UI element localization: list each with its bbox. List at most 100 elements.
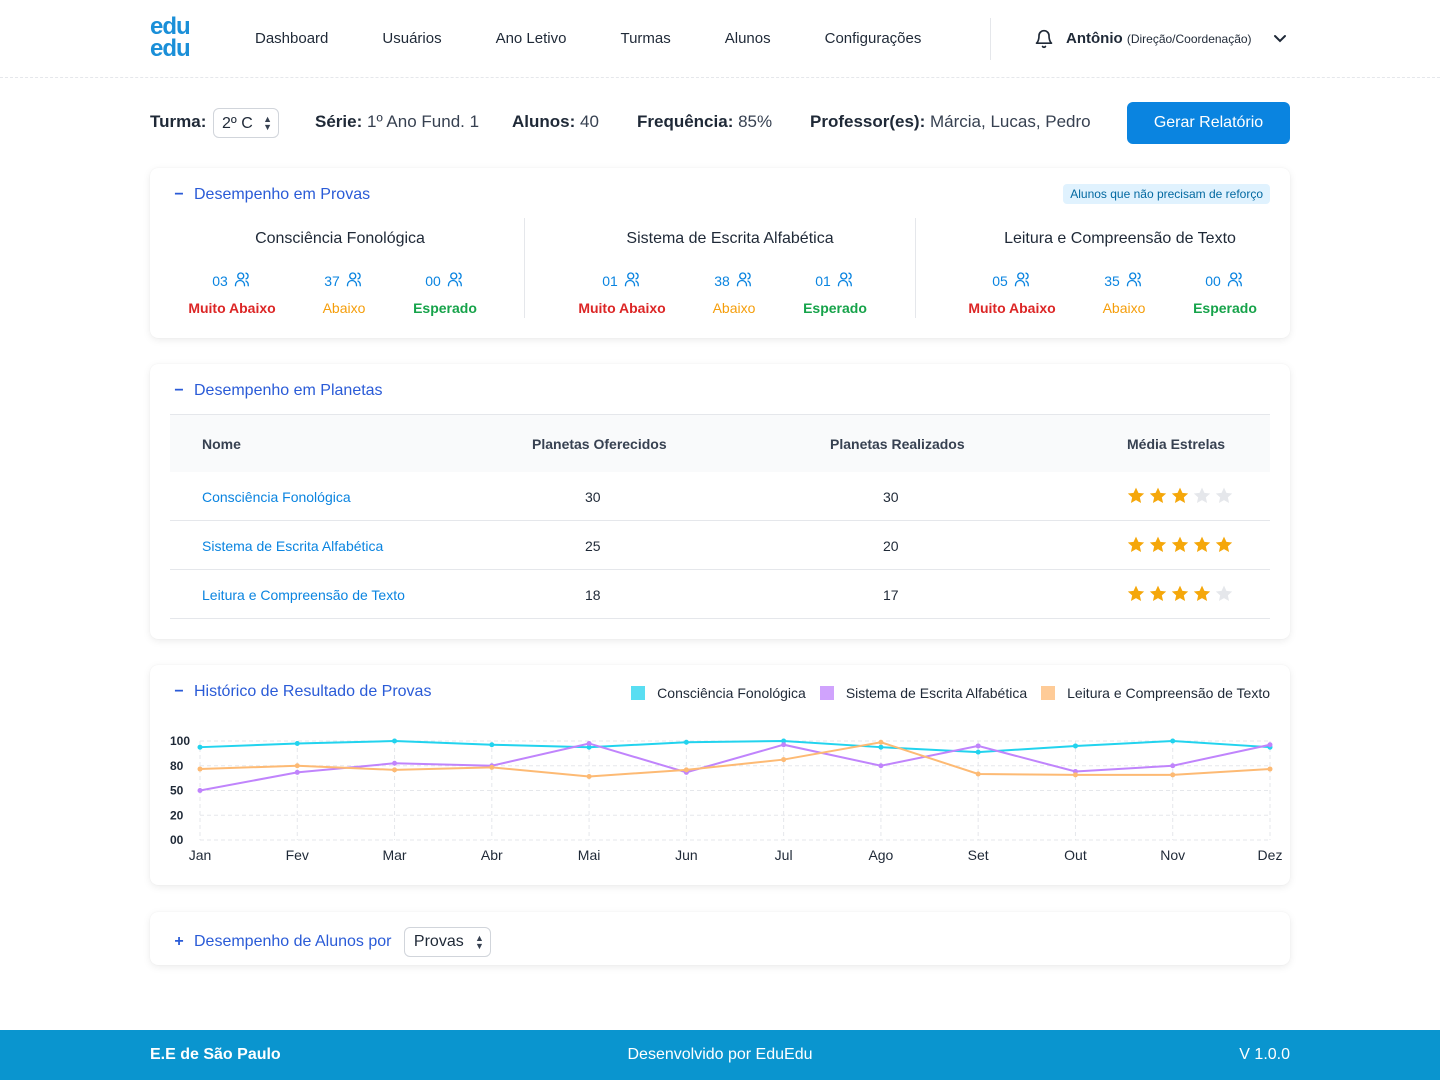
footer-credit: Desenvolvido por EduEdu (627, 1046, 813, 1063)
collapse-icon[interactable]: − (174, 683, 184, 700)
nav-divider (990, 18, 991, 60)
table-row[interactable]: Leitura e Compreensão de Texto 18 17 (170, 570, 1270, 619)
star-rating (1126, 486, 1234, 506)
nav-usuarios[interactable]: Usuários (382, 30, 442, 47)
data-point (197, 766, 203, 772)
data-point (392, 767, 398, 773)
data-point (586, 744, 592, 750)
data-point (975, 771, 981, 777)
stat-muito-abaixo[interactable]: 03 Muito Abaixo (177, 270, 287, 316)
user-menu[interactable]: Antônio (Direção/Coordenação) (1066, 30, 1252, 47)
turma-value: 2º C (222, 115, 253, 132)
x-tick-label: Nov (1160, 847, 1185, 863)
students-icon (736, 270, 754, 291)
user-name: Antônio (1066, 30, 1123, 47)
provas-title[interactable]: − Desempenho em Provas (170, 186, 370, 204)
stat-abaixo[interactable]: 37 Abaixo (289, 270, 399, 316)
planetas-title[interactable]: − Desempenho em Planetas (170, 382, 382, 400)
row-realizados: 30 (883, 489, 899, 505)
data-point (1170, 763, 1176, 769)
star-icon (1215, 585, 1233, 601)
stat-muito-abaixo[interactable]: 01 Muito Abaixo (567, 270, 677, 316)
row-name-link[interactable]: Consciência Fonológica (202, 489, 351, 505)
header-estrelas: Média Estrelas (1127, 436, 1226, 452)
star-icon (1215, 487, 1233, 503)
select-arrows-icon: ▲ ▼ (475, 933, 484, 951)
nav-dashboard[interactable]: Dashboard (255, 30, 329, 47)
table-row[interactable]: Sistema de Escrita Alfabética 25 20 (170, 521, 1270, 570)
data-point (781, 757, 787, 763)
star-icon (1215, 536, 1233, 552)
data-point (294, 740, 300, 746)
row-name-link[interactable]: Sistema de Escrita Alfabética (202, 538, 384, 554)
stat-abaixo[interactable]: 38 Abaixo (679, 270, 789, 316)
students-icon (837, 270, 855, 291)
series-line-1 (199, 739, 1271, 754)
data-point (975, 749, 981, 755)
table-row[interactable]: Consciência Fonológica 30 30 (170, 472, 1270, 521)
x-tick-label: Mar (382, 847, 406, 863)
students-icon (447, 270, 465, 291)
gerar-relatorio-button[interactable]: Gerar Relatório (1127, 102, 1290, 144)
nav-alunos[interactable]: Alunos (724, 30, 771, 47)
nav-configuracoes[interactable]: Configurações (824, 30, 922, 47)
star-rating (1126, 535, 1234, 555)
footer-version: V 1.0.0 (1239, 1046, 1290, 1063)
star-icon (1193, 536, 1211, 552)
eduedu-logo[interactable]: edu edu (150, 15, 202, 62)
legend-item[interactable]: Consciência Fonológica (631, 685, 806, 701)
row-name-link[interactable]: Leitura e Compreensão de Texto (202, 587, 405, 603)
table-header: Nome Planetas Oferecidos Planetas Realiz… (170, 414, 1270, 472)
data-point (1267, 766, 1273, 772)
data-point (878, 744, 884, 750)
row-oferecidos: 25 (585, 538, 601, 554)
data-point (586, 740, 592, 746)
footer-school: E.E de São Paulo (150, 1046, 281, 1063)
stat-esperado[interactable]: 00 Esperado (1170, 270, 1280, 316)
students-icon (1014, 270, 1032, 291)
y-tick-label: 50 (170, 784, 184, 798)
expand-icon[interactable]: + (174, 933, 184, 951)
series-line-3 (199, 741, 1271, 778)
x-tick-label: Ago (868, 847, 893, 863)
alunos-por-select[interactable]: Provas ▲ ▼ (403, 927, 491, 957)
y-tick-label: 20 (170, 808, 184, 822)
data-point (294, 763, 300, 769)
legend-swatch (1041, 686, 1056, 700)
legend-item[interactable]: Sistema de Escrita Alfabética (819, 685, 1027, 701)
stat-abaixo[interactable]: 35 Abaixo (1069, 270, 1179, 316)
y-tick-label: 100 (170, 734, 190, 748)
bell-icon[interactable] (1034, 29, 1054, 49)
historico-title[interactable]: − Histórico de Resultado de Provas (170, 683, 431, 701)
historico-card: − Histórico de Resultado de Provas Consci… (150, 665, 1290, 885)
planetas-table: Nome Planetas Oferecidos Planetas Realiz… (170, 414, 1270, 619)
turma-select[interactable]: 2º C ▲ ▼ (213, 108, 279, 138)
legend-item[interactable]: Leitura e Compreensão de Texto (1041, 685, 1270, 701)
students-icon (1126, 270, 1144, 291)
header-realizados: Planetas Realizados (830, 436, 965, 452)
star-icon (1149, 585, 1167, 601)
data-point (197, 788, 203, 793)
students-icon (234, 270, 252, 291)
star-icon (1171, 585, 1189, 601)
star-icon (1193, 487, 1211, 503)
subject-name: Leitura e Compreensão de Texto (1004, 230, 1236, 247)
legend-swatch (819, 686, 834, 700)
legend-label: Leitura e Compreensão de Texto (1067, 685, 1270, 701)
x-tick-label: Fev (286, 847, 309, 863)
nav-ano-letivo[interactable]: Ano Letivo (495, 30, 567, 47)
stat-muito-abaixo[interactable]: 05 Muito Abaixo (957, 270, 1067, 316)
collapse-icon[interactable]: − (174, 382, 184, 399)
data-point (878, 739, 884, 745)
provas-subject-column: Sistema de Escrita Alfabética 01 Muito Aba… (540, 218, 920, 318)
chevron-down-icon[interactable] (1272, 32, 1288, 46)
data-point (1267, 742, 1273, 748)
students-icon (624, 270, 642, 291)
alunos-por-title[interactable]: + Desempenho de Alunos por Provas ▲ ▼ (170, 927, 491, 957)
stat-esperado[interactable]: 00 Esperado (390, 270, 500, 316)
x-tick-label: Jul (775, 847, 793, 863)
collapse-icon[interactable]: − (174, 186, 184, 203)
stat-esperado[interactable]: 01 Esperado (780, 270, 890, 316)
nav-turmas[interactable]: Turmas (620, 30, 671, 47)
subject-name: Consciência Fonológica (255, 230, 425, 247)
